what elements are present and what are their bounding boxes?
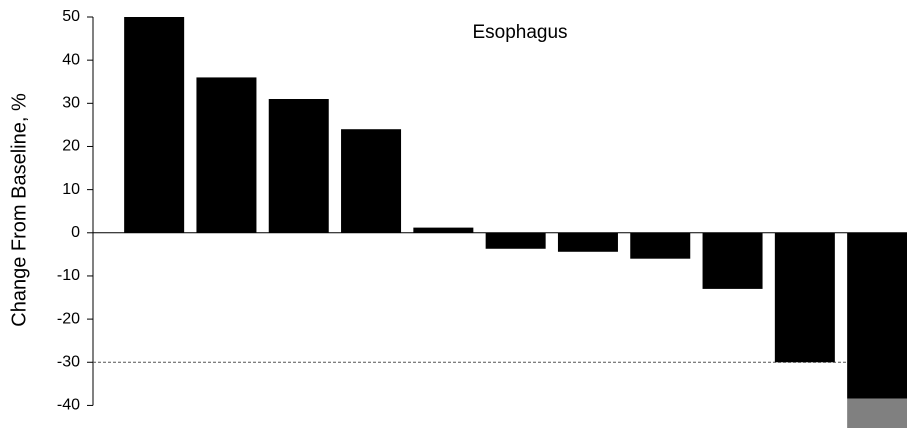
- y-tick-label: -10: [57, 267, 80, 284]
- bar: [341, 129, 402, 233]
- y-tick-label: 50: [62, 8, 80, 25]
- bar: [124, 17, 185, 233]
- bar: [702, 232, 763, 289]
- bar: [196, 77, 257, 233]
- bar: [847, 232, 907, 399]
- y-tick-label: -20: [57, 310, 80, 327]
- bar: [630, 232, 691, 259]
- y-axis-label: Change From Baseline, %: [8, 93, 30, 327]
- y-tick-label: 30: [62, 95, 80, 112]
- y-tick-label: -40: [57, 397, 80, 414]
- y-tick-label: -30: [57, 353, 80, 370]
- bar: [557, 232, 618, 252]
- y-tick-label: 0: [71, 224, 80, 241]
- bar: [413, 227, 474, 233]
- y-tick-label: 20: [62, 138, 80, 155]
- bar: [774, 232, 835, 363]
- bar: [847, 398, 907, 428]
- y-tick-label: 40: [62, 51, 80, 68]
- bar: [485, 232, 546, 249]
- chart-title: Esophagus: [472, 22, 567, 43]
- y-tick-label: 10: [62, 181, 80, 198]
- bar: [268, 99, 329, 233]
